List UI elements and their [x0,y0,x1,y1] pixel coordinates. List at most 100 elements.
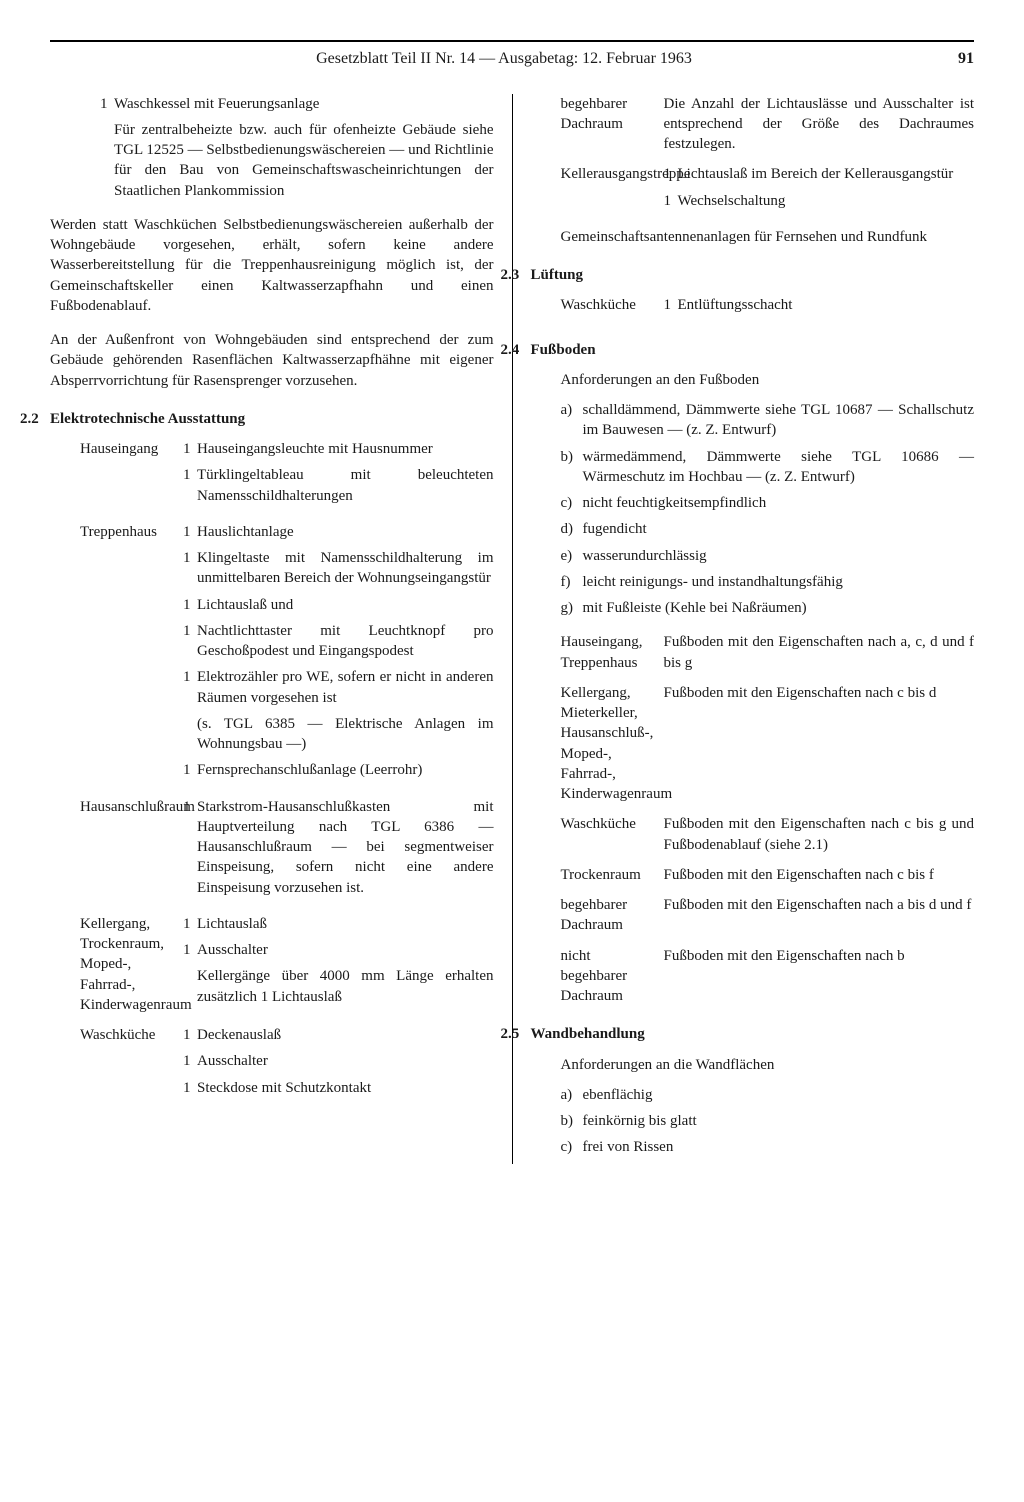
list-item: 1Entlüftungsschacht [664,295,975,315]
content-columns: 1 Waschkessel mit Feuerungsanlage Für ze… [50,94,974,1164]
definition-row: Kellergang, Trockenraum, Moped-, Fahrrad… [80,914,494,1015]
section-content: Hauseingang1Hauseingangsleuchte mit Haus… [80,439,494,1104]
item-text: Lichtauslaß [197,914,494,934]
list-item: g)mit Fußleiste (Kehle bei Naßräumen) [561,598,975,618]
item-number: 1 [664,295,678,315]
item-text: wasserundurchlässig [583,546,975,566]
item-number: 1 [183,1078,197,1098]
lettered-list: a)ebenflächig b)feinkörnig bis glatt c)fre… [561,1085,975,1158]
lettered-list: a)schalldämmend, Dämmwerte siehe TGL 106… [561,400,975,618]
item-text: Ausschalter [197,1051,494,1071]
item-number: 1 [183,940,197,960]
definition-label: nicht begehbarer Dachraum [561,946,664,1007]
definition-label: begehbarer Dachraum [561,94,664,135]
top-indent-block: 1 Waschkessel mit Feuerungsanlage Für ze… [100,94,494,201]
definition-text: Fußboden mit den Eigenschaften nach b [664,948,905,964]
section-content: Anforderungen an den Fußboden a)schalldä… [561,370,975,1007]
item-text: feinkörnig bis glatt [583,1111,975,1131]
right-column: begehbarer DachraumDie Anzahl der Lichta… [513,94,975,1164]
definition-value: 1Lichtauslaß im Bereich der Kellerausgan… [664,164,975,217]
item-letter: c) [561,493,583,513]
item-text: Klingeltaste mit Namensschildhalterung i… [197,548,494,589]
list-item: 1Hauslichtanlage [183,522,494,542]
paragraph: Werden statt Waschküchen Selbstbedienung… [50,215,494,316]
list-item: 1Lichtauslaß [183,914,494,934]
item-letter: f) [561,572,583,592]
section-heading: 2.4 Fußboden [531,340,975,360]
definition-text: Die Anzahl der Lichtauslässe und Ausscha… [664,96,975,153]
definition-text: Fußboden mit den Eigenschaften nach a, c… [664,634,975,670]
item-text: Entlüftungsschacht [678,295,975,315]
list-item: 1Türklingeltableau mit beleuchteten Name… [183,465,494,506]
item-number: 1 [183,465,197,506]
definition-label: Hausanschlußraum [80,797,183,817]
definition-text: Fußboden mit den Eigenschaften nach a bi… [664,897,972,913]
item-text: ebenflächig [583,1085,975,1105]
list-item: f)leicht reinigungs- und instandhaltungs… [561,572,975,592]
definition-row: Hauseingang, TreppenhausFußboden mit den… [561,632,975,673]
item-number: 1 [183,522,197,542]
item-text: mit Fußleiste (Kehle bei Naßräumen) [583,598,975,618]
section-title: Fußboden [531,340,596,360]
section-content: begehbarer DachraumDie Anzahl der Lichta… [561,94,975,217]
item-text: Kellergänge über 4000 mm Länge erhalten … [197,966,494,1007]
definition-row: Hausanschlußraum1Starkstrom-Hausanschluß… [80,797,494,904]
definition-row: Kellerausgangstreppe1Lichtauslaß im Bere… [561,164,975,217]
list-item: 1Nachtlichttaster mit Leuchtknopf pro Ge… [183,621,494,662]
item-text: Elektrozähler pro WE, sofern er nicht in… [197,667,494,708]
definition-label: Hauseingang, Treppenhaus [561,632,664,673]
definition-row: Kellergang, Mieterkeller, Hausanschluß-,… [561,683,975,805]
item-text: wärmedämmend, Dämmwerte siehe TGL 10686 … [583,447,975,488]
section-number: 2.5 [501,1024,531,1044]
list-item: 1Starkstrom-Hausanschlußkasten mit Haupt… [183,797,494,898]
list-item: c)frei von Rissen [561,1137,975,1157]
definition-text: Fußboden mit den Eigenschaften nach c bi… [664,867,934,883]
list-item: b)feinkörnig bis glatt [561,1111,975,1131]
list-item: a)schalldämmend, Dämmwerte siehe TGL 106… [561,400,975,441]
list-item: 1Ausschalter [183,1051,494,1071]
item-letter: a) [561,400,583,441]
page-header: Gesetzblatt Teil II Nr. 14 — Ausgabetag:… [50,48,974,74]
item-text: Waschkessel mit Feuerungsanlage [114,94,494,114]
item-number: 1 [183,439,197,459]
list-item: 1Lichtauslaß und [183,595,494,615]
definition-label: Kellerausgangstreppe [561,164,664,184]
section-heading: 2.5 Wandbehandlung [531,1024,975,1044]
item-text: Türklingeltableau mit beleuchteten Namen… [197,465,494,506]
section-title: Wandbehandlung [531,1024,645,1044]
item-letter: a) [561,1085,583,1105]
definition-value: 1Lichtauslaß1AusschalterKellergänge über… [183,914,494,1013]
header-title: Gesetzblatt Teil II Nr. 14 — Ausgabetag:… [316,48,692,70]
definition-value: 1Deckenauslaß1Ausschalter1Steckdose mit … [183,1025,494,1104]
item-note: Für zentralbeheizte bzw. auch für ofenhe… [114,120,494,201]
definition-label: Kellergang, Trockenraum, Moped-, Fahrrad… [80,914,183,1015]
section-content: Waschküche1Entlüftungsschacht [561,295,975,321]
definition-row: begehbarer DachraumFußboden mit den Eige… [561,895,975,936]
item-text: Nachtlichttaster mit Leuchtknopf pro Ges… [197,621,494,662]
item-text: schalldämmend, Dämmwerte siehe TGL 10687… [583,400,975,441]
item-text: Steckdose mit Schutzkontakt [197,1078,494,1098]
item-letter: d) [561,519,583,539]
definition-value: Fußboden mit den Eigenschaften nach c bi… [664,814,975,855]
list-item: 1Fernsprechanschlußanlage (Leerrohr) [183,760,494,780]
item-text: Starkstrom-Hausanschlußkasten mit Hauptv… [197,797,494,898]
item-text: nicht feuchtigkeitsempfindlich [583,493,975,513]
definition-label: Waschküche [80,1025,183,1045]
list-item: Für zentralbeheizte bzw. auch für ofenhe… [100,120,494,201]
section-heading: 2.3 Lüftung [531,265,975,285]
definition-label: Kellergang, Mieterkeller, Hausanschluß-,… [561,683,664,805]
definition-value: Fußboden mit den Eigenschaften nach b [664,946,975,966]
item-letter: c) [561,1137,583,1157]
section-content: Anforderungen an die Wandflächen a)ebenf… [561,1055,975,1158]
item-text: fugendicht [583,519,975,539]
item-text: Deckenauslaß [197,1025,494,1045]
item-letter: e) [561,546,583,566]
item-number: 1 [664,191,678,211]
intro-text: Anforderungen an den Fußboden [561,370,975,390]
intro-text: Anforderungen an die Wandflächen [561,1055,975,1075]
item-number: 1 [664,164,678,184]
definition-row: nicht begehbarer DachraumFußboden mit de… [561,946,975,1007]
item-number [183,714,197,755]
list-item: 1 Waschkessel mit Feuerungsanlage [100,94,494,114]
item-text: frei von Rissen [583,1137,975,1157]
